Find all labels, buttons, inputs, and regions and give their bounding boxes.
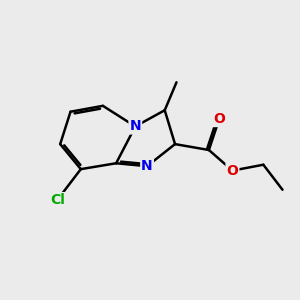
Text: N: N (130, 119, 141, 134)
Text: O: O (213, 112, 225, 126)
Text: O: O (226, 164, 238, 178)
Text: N: N (141, 159, 153, 173)
Text: Cl: Cl (50, 193, 65, 207)
